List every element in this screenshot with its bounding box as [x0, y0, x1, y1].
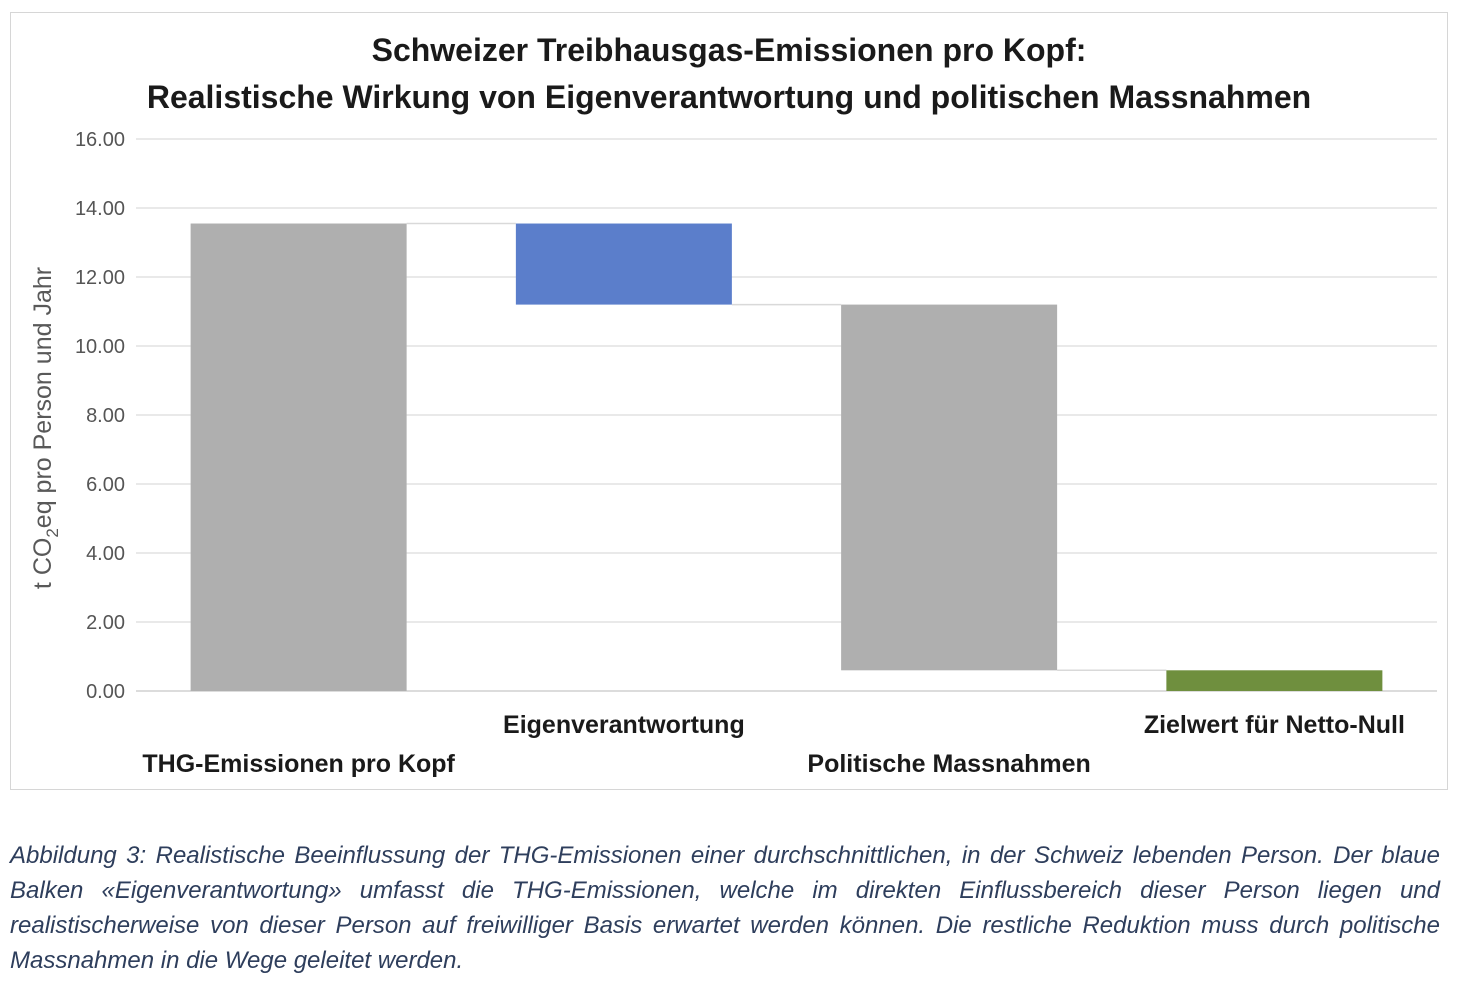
y-tick-label: 0.00	[86, 681, 125, 703]
category-labels: THG-Emissionen pro Kopf Eigenverantwortun…	[142, 711, 1405, 778]
chart-title-line-2: Realistische Wirkung von Eigenverantwort…	[147, 79, 1311, 115]
category-label: Politische Massnahmen	[807, 750, 1090, 778]
waterfall-chart: Schweizer Treibhausgas-Emissionen pro Ko…	[29, 32, 1437, 778]
y-axis-label: t CO2eq pro Person und Jahr	[29, 267, 62, 589]
y-tick-label: 14.00	[75, 198, 125, 220]
bar-3	[841, 304, 1058, 671]
chart-frame: Schweizer Treibhausgas-Emissionen pro Ko…	[10, 12, 1448, 790]
y-tick-label: 6.00	[86, 474, 125, 496]
y-tick-label: 12.00	[75, 267, 125, 289]
bar-2	[515, 223, 732, 305]
bars	[190, 223, 1383, 691]
y-tick-label: 10.00	[75, 336, 125, 358]
bar-4	[1166, 670, 1383, 691]
y-tick-label: 4.00	[86, 543, 125, 565]
category-label: Zielwert für Netto-Null	[1144, 711, 1405, 739]
y-tick-label: 8.00	[86, 405, 125, 427]
figure-caption: Abbildung 3: Realistische Beeinflussung …	[10, 842, 1440, 974]
chart-title-line-1: Schweizer Treibhausgas-Emissionen pro Ko…	[372, 32, 1087, 68]
y-tick-label: 16.00	[75, 129, 125, 151]
y-tick-labels: 0.00 2.00 4.00 6.00 8.00 10.00 12.00 14.00 16.00	[75, 129, 125, 703]
y-tick-label: 2.00	[86, 612, 125, 634]
waterfall-connectors	[406, 222, 1167, 672]
category-label: Eigenverantwortung	[503, 711, 745, 739]
category-label: THG-Emissionen pro Kopf	[142, 750, 455, 778]
bar-1	[190, 223, 407, 691]
